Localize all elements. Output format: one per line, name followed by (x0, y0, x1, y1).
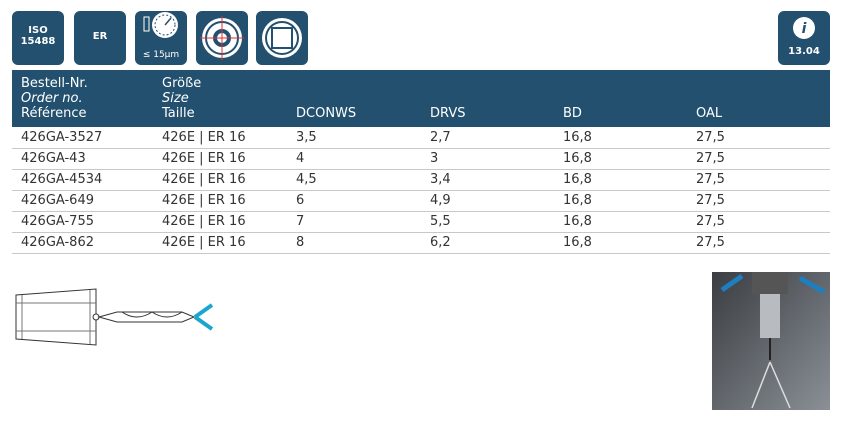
cell: 5,5 (430, 214, 451, 229)
cell: 4,9 (430, 193, 451, 208)
cell: 7 (296, 214, 305, 229)
column-header: Größe (162, 76, 202, 91)
iso-icon: ISO 15488 (12, 11, 64, 65)
cell: 426GA-649 (21, 193, 94, 208)
cell: 426E | ER 16 (162, 193, 246, 208)
cell: 27,5 (696, 172, 725, 187)
cell: 426E | ER 16 (162, 172, 246, 187)
row-separator (12, 190, 830, 191)
table-header (12, 70, 830, 127)
cell: 426E | ER 16 (162, 235, 246, 250)
cell: 6 (296, 193, 305, 208)
cell: 2,7 (430, 130, 451, 145)
cell: 426E | ER 16 (162, 151, 246, 166)
cell: 16,8 (563, 235, 592, 250)
cell: 16,8 (563, 130, 592, 145)
column-header: DRVS (430, 106, 466, 121)
column-header: DCONWS (296, 106, 357, 121)
cell: 426GA-755 (21, 214, 94, 229)
gauge (143, 12, 178, 38)
cell: 426E | ER 16 (162, 214, 246, 229)
cell: 4,5 (296, 172, 317, 187)
svg-text:i: i (802, 21, 807, 37)
cell: 426GA-4534 (21, 172, 103, 187)
column-header: Size (162, 91, 189, 106)
cell: 6,2 (430, 235, 451, 250)
cell: 27,5 (696, 130, 725, 145)
row-separator (12, 169, 830, 170)
cell: 3 (430, 151, 439, 166)
square-icon (256, 11, 308, 65)
cell: 16,8 (563, 151, 592, 166)
er-icon: ER (74, 11, 126, 65)
row-separator (12, 232, 830, 233)
iso-text: ISO (28, 25, 48, 36)
er-text: ER (92, 31, 108, 42)
cell: 8 (296, 235, 305, 250)
cell: 27,5 (696, 151, 725, 166)
cell: 426GA-862 (21, 235, 94, 250)
cell: 27,5 (696, 214, 725, 229)
cell: 3,4 (430, 172, 451, 187)
info-text: 13.04 (788, 46, 820, 57)
cell: 16,8 (563, 172, 592, 187)
column-header: Référence (21, 106, 87, 121)
collet-drawing (15, 288, 214, 346)
target-icon (196, 11, 248, 65)
column-header: Order no. (21, 91, 83, 106)
row-separator (12, 253, 830, 254)
cell: 426GA-43 (21, 151, 86, 166)
cell: 426E | ER 16 (162, 130, 246, 145)
cell: 27,5 (696, 193, 725, 208)
machine-photo (712, 272, 830, 410)
info-symbol: i (793, 17, 815, 39)
column-header: OAL (696, 106, 723, 121)
row-separator (12, 211, 830, 212)
cell: 27,5 (696, 235, 725, 250)
cell: 3,5 (296, 130, 317, 145)
info-icon: i 13.04 (778, 11, 830, 65)
column-header: BD (563, 106, 582, 121)
cell: 4 (296, 151, 305, 166)
column-header: Taille (162, 106, 195, 121)
runout-icon: ≤ 15µm (135, 11, 187, 65)
runout-text: ≤ 15µm (142, 50, 180, 60)
column-header: Bestell-Nr. (21, 76, 88, 91)
iso-number: 15488 (20, 36, 56, 47)
square-shank (262, 18, 302, 58)
cell: 426GA-3527 (21, 130, 103, 145)
row-separator (12, 148, 830, 149)
cell: 16,8 (563, 214, 592, 229)
target (200, 16, 244, 60)
cell: 16,8 (563, 193, 592, 208)
